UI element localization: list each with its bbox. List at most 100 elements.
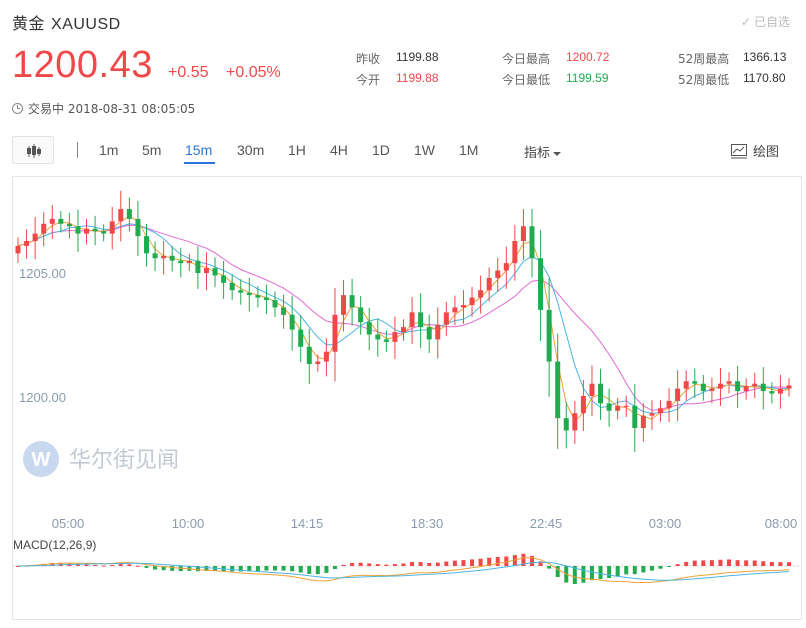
chart-type-button[interactable]	[12, 136, 54, 164]
candle-body	[332, 314, 338, 352]
macd-histogram-bar	[598, 566, 603, 580]
timeframe-15m[interactable]: 15m	[185, 142, 213, 158]
drawing-icon	[731, 143, 747, 158]
moving-averages	[17, 215, 790, 422]
candle-body	[24, 241, 30, 246]
candle-body	[709, 388, 715, 392]
macd-histogram-bar	[204, 566, 209, 571]
macd-dif-line	[17, 557, 790, 583]
candle-body	[229, 282, 235, 291]
candle-body	[683, 381, 689, 389]
watchlist-button[interactable]: ✓ 已自选	[741, 13, 790, 30]
candle-body	[572, 413, 578, 431]
macd-histogram-bar	[470, 559, 475, 566]
macd-histogram-bar	[649, 566, 654, 571]
candle-body	[555, 361, 561, 419]
macd-histogram-bar	[118, 564, 123, 566]
trading-status-text: 交易中 2018-08-31 08:05:05	[28, 102, 196, 116]
macd-histogram-bar	[341, 564, 346, 566]
timeframe-1m[interactable]: 1m	[99, 142, 119, 158]
candle-body	[126, 209, 132, 219]
candle-body	[195, 260, 201, 273]
macd-histogram-bar	[607, 566, 612, 579]
macd-histogram-bar	[230, 566, 235, 572]
candle-body	[169, 255, 175, 261]
timeframe-5m[interactable]: 5m	[142, 142, 162, 158]
draw-button[interactable]: 绘图	[730, 141, 779, 160]
macd-histogram-bar	[358, 562, 363, 566]
clock-icon	[12, 103, 23, 114]
macd-histogram-bar	[538, 561, 543, 566]
macd-histogram-bar	[410, 561, 415, 566]
macd-histogram-bar	[487, 557, 492, 566]
timeframe-30m[interactable]: 30m	[237, 142, 265, 158]
draw-label: 绘图	[753, 145, 780, 160]
candle-body	[589, 383, 595, 396]
macd-histogram-bar	[375, 564, 380, 566]
timeframe-4h[interactable]: 4H	[330, 142, 348, 158]
w52-high-value: 1366.13	[743, 50, 787, 64]
macd-histogram-bar	[161, 566, 166, 571]
ma-fast-line	[17, 215, 790, 422]
candle-body	[460, 304, 466, 308]
macd-histogram-bar	[512, 555, 517, 566]
candle-body	[469, 297, 475, 305]
macd-histogram-bar	[384, 564, 389, 566]
watermark-logo-icon	[23, 441, 59, 477]
macd-histogram-bar	[427, 563, 432, 566]
candle-body	[717, 383, 723, 389]
timeframe-1d[interactable]: 1D	[372, 142, 390, 158]
timeframe-1w[interactable]: 1W	[414, 142, 435, 158]
candle-body	[41, 223, 47, 234]
macd-label: MACD(12,26,9)	[13, 538, 96, 552]
macd-histogram-bar	[110, 565, 115, 567]
timeframe-1h[interactable]: 1H	[288, 142, 306, 158]
candle-body	[298, 329, 304, 347]
macd-histogram-bar	[769, 561, 774, 566]
candle-body	[246, 292, 252, 296]
candle-body	[752, 383, 758, 387]
macd-histogram-bar	[744, 560, 749, 566]
macd-histogram-bar	[752, 560, 757, 566]
macd-histogram-bar	[495, 557, 500, 566]
candle-body	[700, 383, 706, 392]
y-tick-label: 1200.00	[19, 390, 66, 405]
candle-body	[769, 391, 775, 394]
watermark-text: 华尔街见闻	[69, 448, 179, 473]
candle-body	[32, 233, 38, 242]
candle-body	[92, 228, 98, 232]
candle-body	[101, 231, 107, 234]
indicators-dropdown[interactable]: 指标	[524, 142, 562, 161]
macd-histogram-bar	[127, 564, 132, 566]
candle-body	[623, 405, 629, 407]
w52-low-value: 1170.80	[743, 71, 786, 85]
candle-body	[15, 245, 21, 254]
candle-body	[178, 260, 184, 264]
active-timeframe-indicator	[184, 162, 215, 164]
candle-body	[452, 307, 458, 313]
macd-histogram-bar	[50, 563, 55, 566]
candle-body	[375, 334, 381, 340]
caret-down-icon	[553, 151, 562, 156]
timeframe-1mo[interactable]: 1M	[459, 142, 479, 158]
candle-body	[66, 223, 72, 227]
x-tick-label: 22:45	[530, 516, 563, 531]
chart-canvas[interactable]: W 华尔街见闻 1205.00 1200.00 05:00 10:00 14:1…	[13, 177, 801, 619]
candle-body	[144, 236, 149, 254]
candle-body	[743, 386, 749, 392]
macd-histogram-bar	[153, 566, 158, 570]
price-chart[interactable]: W 华尔街见闻 1205.00 1200.00 05:00 10:00 14:1…	[12, 176, 802, 620]
candle-body	[289, 314, 295, 330]
candle-body	[786, 385, 792, 389]
macd-histogram-bar	[298, 566, 303, 573]
candle-body	[495, 270, 501, 278]
candle-body	[401, 327, 406, 333]
candle-body	[675, 388, 681, 401]
candle-body	[435, 324, 441, 340]
candle-body	[777, 388, 783, 394]
candle-body	[255, 295, 261, 298]
macd-histogram-bar	[315, 566, 320, 575]
candle-body	[263, 297, 269, 301]
macd-histogram-bar	[709, 560, 714, 566]
prev-close-label: 昨收	[356, 52, 381, 66]
